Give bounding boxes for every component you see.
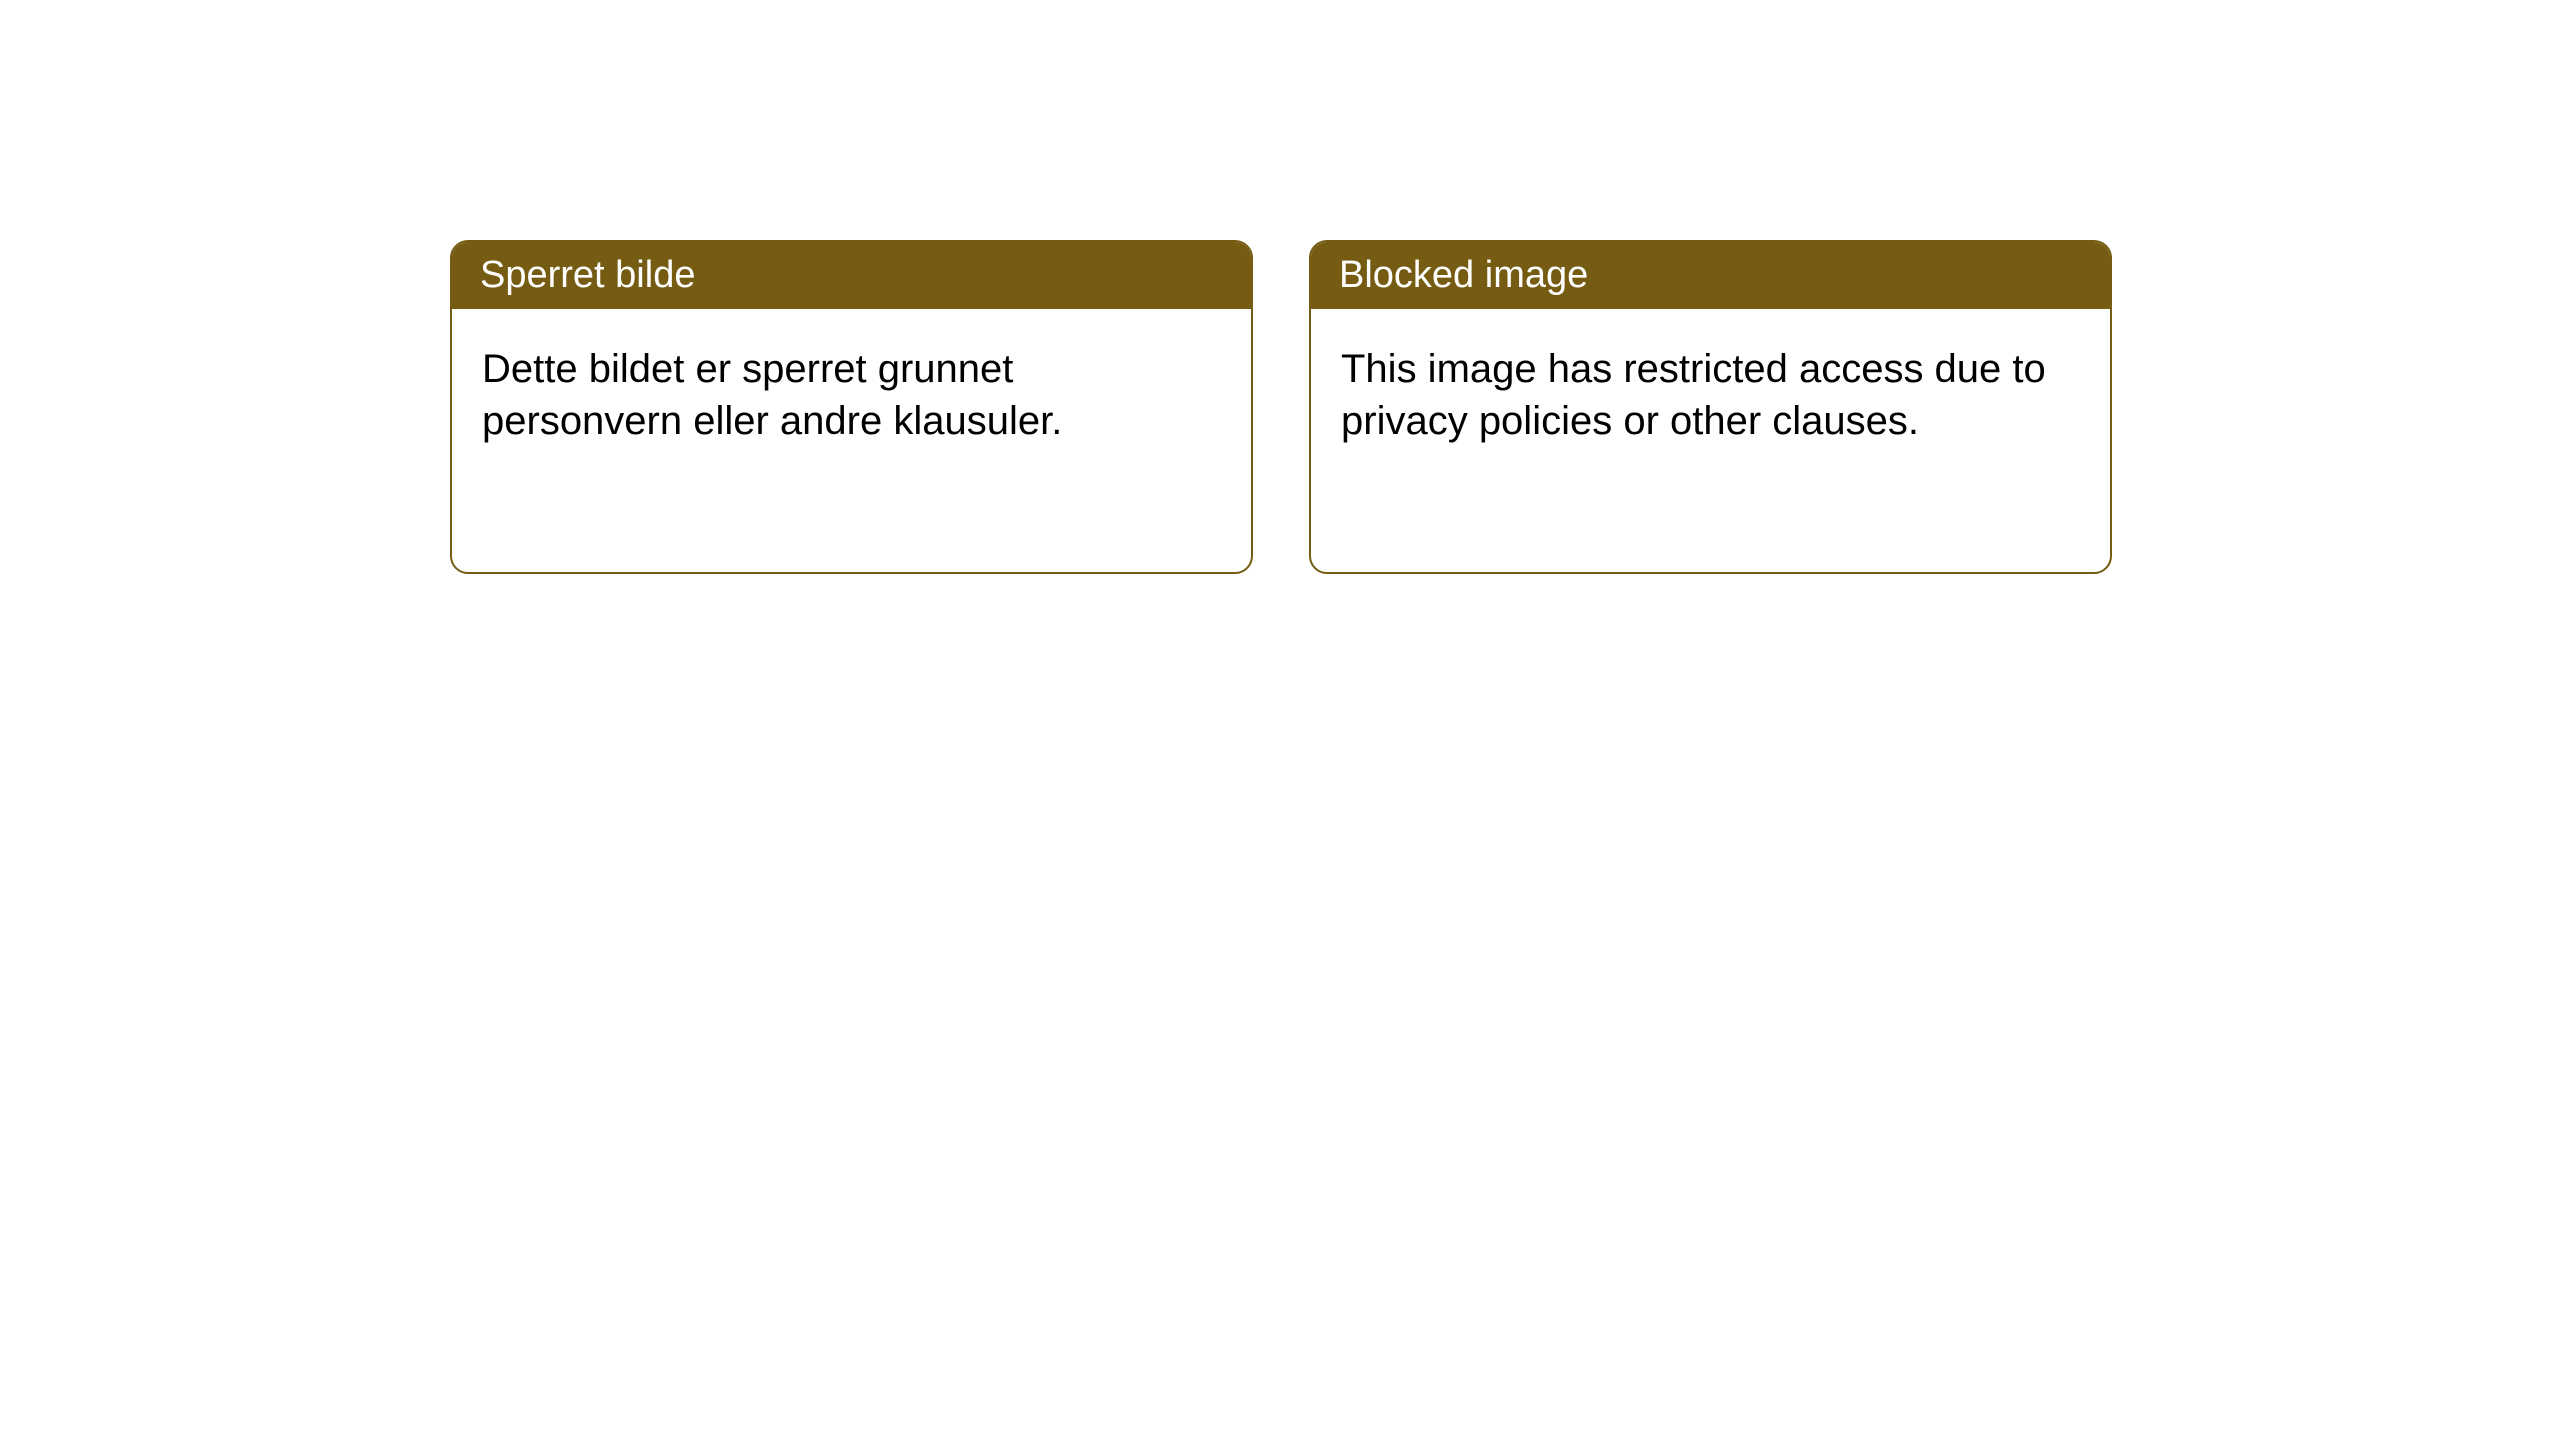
card-header: Sperret bilde bbox=[452, 242, 1251, 309]
card-title: Blocked image bbox=[1339, 254, 1588, 296]
card-header: Blocked image bbox=[1311, 242, 2110, 309]
card-title: Sperret bilde bbox=[480, 254, 695, 296]
blocked-image-card-no: Sperret bilde Dette bildet er sperret gr… bbox=[450, 240, 1253, 574]
blocked-image-card-en: Blocked image This image has restricted … bbox=[1309, 240, 2112, 574]
card-body: This image has restricted access due to … bbox=[1311, 309, 2110, 481]
card-body: Dette bildet er sperret grunnet personve… bbox=[452, 309, 1251, 481]
card-body-text: Dette bildet er sperret grunnet personve… bbox=[482, 347, 1062, 443]
cards-container: Sperret bilde Dette bildet er sperret gr… bbox=[0, 0, 2560, 574]
card-body-text: This image has restricted access due to … bbox=[1341, 347, 2046, 443]
